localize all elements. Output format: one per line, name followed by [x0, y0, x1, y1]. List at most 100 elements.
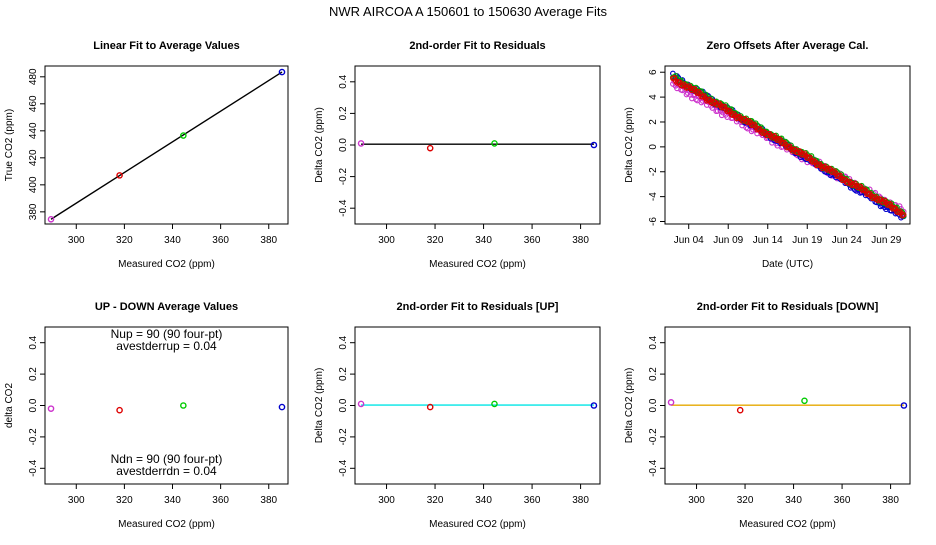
y-tick-label: -0.4 [28, 459, 39, 477]
data-point [850, 181, 857, 188]
x-tick-label: 320 [737, 495, 754, 506]
data-point [697, 90, 703, 97]
x-tick-label: 380 [572, 235, 589, 246]
data-point [357, 400, 365, 408]
y-tick-label: -2 [648, 167, 659, 176]
data-point [744, 119, 751, 126]
plot-panel-4: UP - DOWN Average Values Measured CO2 (pp… [4, 301, 289, 530]
y-tick-label: -0.2 [28, 428, 39, 446]
annotation-text: avestderrup = 0.04 [116, 339, 217, 353]
y-tick-label: 380 [28, 203, 39, 220]
y-tick-label: 0.0 [338, 398, 349, 412]
data-point [491, 400, 498, 408]
data-point [714, 108, 721, 114]
data-point [756, 126, 763, 132]
data-point [357, 140, 365, 147]
data-point [714, 101, 721, 108]
data-point [426, 144, 434, 152]
data-point [780, 140, 786, 147]
plot-frame [664, 65, 911, 225]
y-tick-label: 420 [28, 149, 39, 166]
data-point [426, 403, 434, 411]
x-axis-label: Measured CO2 (ppm) [429, 259, 526, 270]
x-tick-label: 340 [785, 495, 802, 506]
data-point [180, 132, 187, 139]
x-tick-label: 320 [427, 495, 444, 506]
data-point [47, 405, 55, 412]
data-point [674, 80, 680, 86]
data-point [889, 205, 896, 212]
y-tick-label: -0.2 [338, 168, 349, 186]
y-tick-label: 0.2 [28, 367, 39, 381]
data-point [807, 154, 813, 161]
x-tick-label: 380 [260, 235, 277, 246]
data-point [801, 397, 808, 405]
y-tick-label: -0.4 [338, 459, 349, 477]
y-tick-label: 400 [28, 176, 39, 193]
data-point [721, 103, 728, 110]
plot-panel-2: 2nd-order Fit to Residuals Measured CO2 (… [314, 40, 601, 270]
y-axis-label: delta CO2 [4, 383, 15, 428]
data-point [860, 187, 866, 194]
y-tick-label: 0.4 [338, 335, 349, 349]
data-point [774, 137, 781, 144]
data-point [116, 406, 123, 414]
data-point [278, 403, 286, 411]
y-tick-label: 0.4 [648, 335, 659, 349]
y-tick-label: 0.2 [338, 106, 349, 120]
data-point [765, 132, 771, 139]
x-tick-label: 300 [68, 235, 85, 246]
y-tick-label: 4 [648, 94, 659, 100]
x-tick-label: 360 [212, 495, 229, 506]
x-tick-label: Jun 14 [753, 235, 783, 246]
x-tick-label: 300 [378, 235, 395, 246]
y-tick-label: 440 [28, 122, 39, 139]
x-axis-label: Measured CO2 (ppm) [118, 519, 215, 530]
data-point [691, 86, 698, 92]
plot-panel-3: Zero Offsets After Average Cal. Date (UTC… [624, 40, 911, 270]
y-axis-label: Delta CO2 (ppm) [624, 368, 635, 444]
x-axis-label: Date (UTC) [762, 259, 813, 270]
x-tick-label: 340 [475, 495, 492, 506]
data-point [880, 199, 887, 205]
page-title: NWR AIRCOA A 150601 to 150630 Average Fi… [329, 4, 607, 19]
y-tick-label: -0.2 [648, 428, 659, 446]
x-tick-label: 360 [524, 235, 541, 246]
data-point [729, 112, 736, 119]
y-tick-label: 0.0 [648, 398, 659, 412]
annotation-text: Nup = 90 (90 four-pt) [111, 327, 223, 341]
data-point [180, 402, 187, 409]
data-point [680, 81, 687, 88]
data-point [900, 211, 907, 218]
plot-frame [44, 65, 289, 225]
x-tick-label: Jun 24 [832, 235, 862, 246]
y-axis-label: Delta CO2 (ppm) [624, 107, 635, 183]
data-point [759, 130, 766, 137]
data-point [809, 159, 816, 165]
y-tick-label: 6 [648, 69, 659, 75]
y-tick-label: 0.0 [338, 138, 349, 152]
x-tick-label: 340 [164, 235, 181, 246]
plot-title: 2nd-order Fit to Residuals [UP] [397, 301, 559, 313]
y-tick-label: -4 [648, 192, 659, 201]
x-tick-label: 300 [378, 495, 395, 506]
data-point [892, 205, 899, 212]
data-point [116, 172, 123, 179]
y-tick-label: 2 [648, 119, 659, 125]
x-tick-label: 380 [260, 495, 277, 506]
data-point [771, 133, 778, 139]
x-tick-label: 340 [475, 235, 492, 246]
plot-panel-1: Linear Fit to Average Values Measured CO2… [4, 40, 289, 270]
x-tick-label: 320 [116, 235, 133, 246]
plot-title: Linear Fit to Average Values [93, 40, 240, 52]
data-point [900, 402, 908, 409]
x-tick-label: 380 [882, 495, 899, 506]
x-tick-label: 380 [572, 495, 589, 506]
data-point [830, 169, 836, 176]
data-point [684, 84, 691, 91]
data-point [724, 108, 731, 115]
y-tick-label: 0 [648, 144, 659, 150]
data-point [667, 399, 675, 406]
data-point [590, 141, 598, 149]
x-tick-label: 360 [834, 495, 851, 506]
